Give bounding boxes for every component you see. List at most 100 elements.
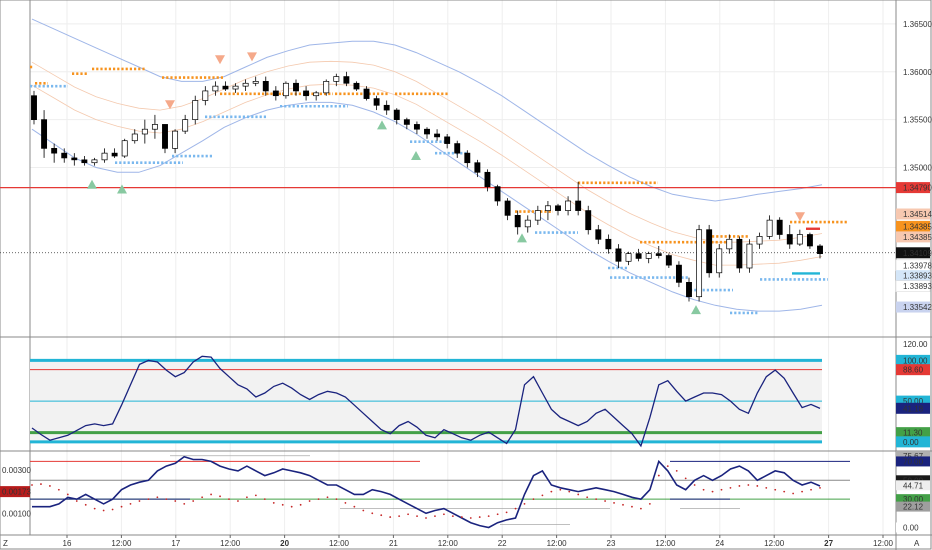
dual-signal-dot (657, 474, 660, 477)
candle-body (645, 253, 652, 259)
candle-body (786, 234, 793, 245)
candle-body (131, 133, 138, 142)
dual-signal-dot (487, 515, 490, 518)
candle-body (484, 171, 491, 187)
candle-body (474, 162, 481, 173)
candle-body (323, 81, 330, 94)
candle-body (776, 219, 783, 235)
dual-signal-dot (120, 505, 123, 508)
dual-signal-dot (496, 513, 499, 516)
price-badge-label: 1.33542 (903, 303, 932, 312)
dual-signal-dot (362, 509, 365, 512)
price-badge-label: 1.34385 (903, 222, 932, 231)
candle-body (514, 215, 521, 228)
dual-signal-dot (210, 493, 212, 496)
dual-signal-dot (174, 500, 177, 502)
price-badge-label: 1.34790 (903, 184, 932, 193)
dual-signal-dot (183, 502, 186, 505)
time-tick-label: 27 (824, 539, 833, 548)
candle-body (766, 219, 773, 237)
dual-signal-dot (568, 490, 571, 493)
candle-body (91, 159, 98, 164)
price-badge (896, 247, 930, 259)
time-tick-label: 12:00 (329, 539, 350, 548)
price-badge-label: 1.34385 (903, 233, 932, 242)
time-tick-label: 16 (63, 539, 72, 548)
candle-body (252, 81, 259, 84)
dual-main-line (32, 455, 821, 529)
buy-arrow-icon (691, 305, 701, 315)
dual-signal-dot (702, 488, 705, 491)
price-badge (896, 182, 930, 194)
candle-body (615, 248, 622, 262)
dual-signal-dot (729, 486, 732, 489)
dual-signal-dot (425, 517, 427, 519)
candle-body (262, 81, 269, 92)
dual-signal-dot (631, 505, 633, 508)
dual-right-badge-label: 44.71 (903, 481, 924, 490)
dual-left-badge-label: 0.00173 (2, 488, 31, 497)
dual-signal-dot (693, 484, 696, 486)
time-tick-label: 23 (607, 539, 616, 548)
inner-upper-line (31, 60, 823, 243)
candle-body (303, 90, 310, 97)
candle-body (393, 109, 400, 120)
dual-signal-dot (219, 495, 221, 498)
dual-signal-dot (505, 511, 508, 514)
osc-badge-label: 100.00 (903, 356, 928, 365)
sell-arrow-icon (165, 100, 175, 110)
upper-band-line (31, 18, 823, 202)
time-tick-label: 12:00 (438, 539, 459, 548)
price-tick-label: 1.35500 (903, 116, 932, 125)
dual-signal-dot (819, 486, 821, 489)
dual-signal-dot (640, 507, 642, 510)
dual-signal-dot (389, 516, 392, 518)
candle-body (71, 157, 78, 161)
candle-body (313, 92, 320, 97)
osc-badge (896, 395, 930, 407)
dual-signal-dot (156, 496, 159, 499)
price-tick-label: 1.36000 (903, 68, 932, 77)
dual-signal-dot (84, 503, 87, 506)
price-badge-label: 1.34109 (903, 249, 932, 258)
dual-signal-dot (237, 500, 239, 502)
time-tick-label: 12:00 (764, 539, 785, 548)
dual-signal-dot (93, 507, 96, 510)
dual-right-badge-label: 0.00 (903, 523, 919, 532)
dual-signal-dot (478, 516, 481, 518)
dual-signal-dot (738, 485, 741, 487)
dual-signal-dot (57, 488, 60, 491)
dual-signal-dot (353, 505, 356, 508)
candle-body (504, 200, 511, 216)
dual-signal-dot (559, 488, 562, 491)
dual-signal-dot (595, 498, 598, 501)
osc-badge (896, 354, 930, 366)
candle-body (41, 119, 48, 149)
dual-signal-dot (747, 484, 750, 486)
candle-body (625, 253, 632, 262)
dual-signal-dot (335, 498, 338, 501)
candle-body (101, 152, 108, 161)
dual-signal-dot (290, 505, 293, 508)
candle-body (242, 82, 249, 87)
candle-body (81, 159, 88, 164)
osc-badge-label: 0.00 (903, 438, 919, 447)
candle-body (726, 238, 733, 250)
dual-signal-dot (138, 500, 141, 502)
buy-arrow-icon (377, 120, 387, 130)
price-badge (896, 220, 930, 232)
candle-body (555, 205, 561, 211)
candle-body (595, 229, 602, 240)
sell-arrow-icon (215, 55, 225, 65)
dual-signal-dot (102, 509, 105, 512)
candle-body (434, 133, 441, 138)
dual-signal-dot (299, 503, 302, 506)
dual-signal-dot (147, 498, 150, 501)
candle-body (655, 253, 662, 256)
dual-signal-dot (648, 502, 651, 505)
dual-signal-dot (792, 492, 795, 495)
price-badge-label: 1.34514 (903, 210, 932, 219)
osc-badge-label: 50.00 (903, 397, 924, 406)
